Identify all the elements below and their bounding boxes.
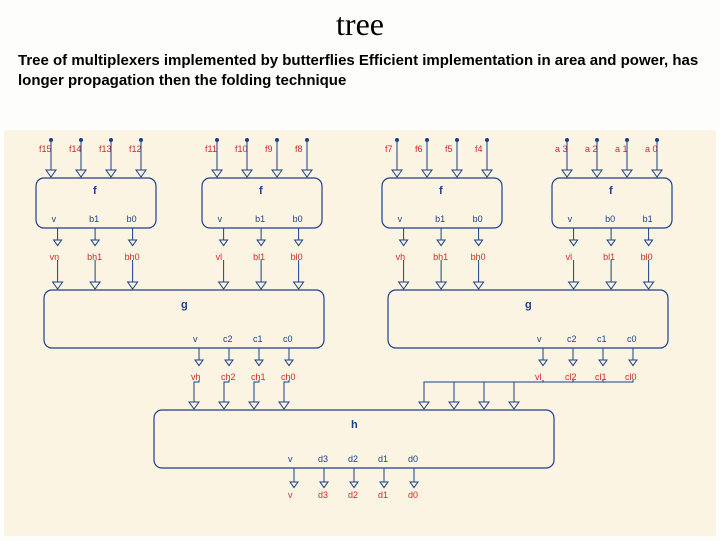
g-out-port: c1 [253, 334, 263, 344]
top-input-label: f15 [39, 144, 52, 154]
g-out-port: c1 [597, 334, 607, 344]
h-out-port: d1 [378, 454, 388, 464]
description: Tree of multiplexers implemented by butt… [0, 43, 720, 96]
g-in-label: vl [566, 252, 573, 262]
h-in-label: ch1 [251, 372, 266, 382]
page-title: tree [0, 0, 720, 43]
top-input-label: f14 [69, 144, 82, 154]
top-input-label: f7 [385, 144, 393, 154]
f-out-port: b1 [89, 214, 99, 224]
g-in-label: bl1 [603, 252, 615, 262]
h-out-port: v [288, 454, 293, 464]
f-out-port: b1 [643, 214, 653, 224]
g-label: g [525, 299, 532, 311]
g-out-port: c0 [627, 334, 637, 344]
g-in-label: bl1 [253, 252, 265, 262]
h-in-label: cl2 [565, 372, 577, 382]
top-input-label: f11 [205, 144, 217, 154]
top-input-label: a 0 [645, 144, 658, 154]
f-out-port: v [398, 214, 403, 224]
f-out-port: v [568, 214, 573, 224]
final-out-label: v [288, 490, 293, 500]
top-input-label: a 3 [555, 144, 568, 154]
f-out-port: b1 [435, 214, 445, 224]
h-out-port: d3 [318, 454, 328, 464]
top-input-label: f10 [235, 144, 248, 154]
final-out-label: d1 [378, 490, 388, 500]
f-label: f [609, 185, 613, 197]
final-out-label: d0 [408, 490, 418, 500]
top-input-label: f4 [475, 144, 483, 154]
h-in-label: vl [535, 372, 542, 382]
g-in-label: bl0 [641, 252, 653, 262]
h-in-label: ch2 [221, 372, 236, 382]
f-label: f [93, 185, 97, 197]
g-out-port: c2 [567, 334, 577, 344]
h-in-label: cl1 [595, 372, 607, 382]
g-out-port: v [537, 334, 542, 344]
h-out-port: d0 [408, 454, 418, 464]
g-label: g [181, 299, 188, 311]
h-in-label: ch0 [281, 372, 296, 382]
top-input-label: f8 [295, 144, 303, 154]
diagram-canvas: f15f14f13f12fvb1b0vnbh1bh0f11f10f9f8fvb1… [4, 130, 716, 536]
top-input-label: a 1 [615, 144, 628, 154]
top-input-label: f6 [415, 144, 423, 154]
h-label: h [351, 419, 358, 431]
top-input-label: f5 [445, 144, 453, 154]
g-out-port: v [193, 334, 198, 344]
f-label: f [259, 185, 263, 197]
f-out-port: v [218, 214, 223, 224]
f-out-port: b0 [473, 214, 483, 224]
f-out-port: b0 [293, 214, 303, 224]
top-input-label: f13 [99, 144, 112, 154]
top-input-label: f12 [129, 144, 142, 154]
g-out-port: c0 [283, 334, 293, 344]
top-input-label: a 2 [585, 144, 598, 154]
h-out-port: d2 [348, 454, 358, 464]
f-out-port: v [52, 214, 57, 224]
h-in-label: cl0 [625, 372, 637, 382]
g-in-label: bl0 [291, 252, 303, 262]
top-input-label: f9 [265, 144, 273, 154]
final-out-label: d2 [348, 490, 358, 500]
g-out-port: c2 [223, 334, 233, 344]
f-out-port: b0 [127, 214, 137, 224]
f-out-port: b0 [605, 214, 615, 224]
final-out-label: d3 [318, 490, 328, 500]
f-label: f [439, 185, 443, 197]
f-out-port: b1 [255, 214, 265, 224]
g-in-label: vl [216, 252, 223, 262]
